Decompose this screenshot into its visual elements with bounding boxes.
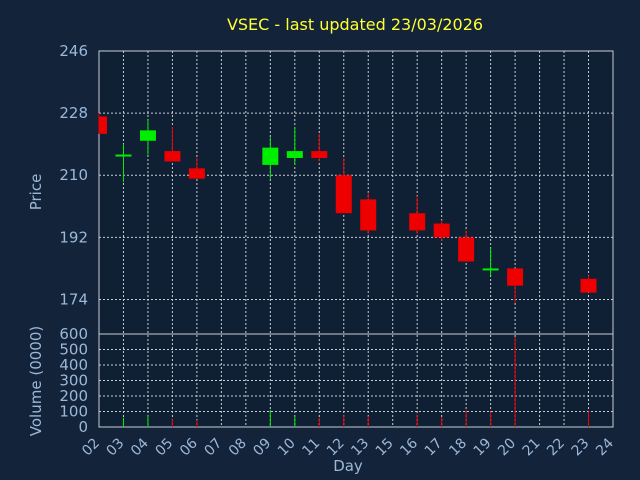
- day-tick-label: 16: [397, 435, 421, 459]
- price-tick-label: 210: [59, 166, 88, 184]
- day-tick-label: 24: [593, 435, 617, 459]
- volume-tick-label: 100: [59, 403, 88, 421]
- volume-tick-label: 0: [78, 418, 88, 436]
- candle: [360, 192, 377, 234]
- day-tick-label: 06: [177, 435, 201, 459]
- price-plot-area: [98, 50, 614, 335]
- volume-tick-label: 500: [59, 341, 88, 359]
- candle: [335, 157, 352, 214]
- candle-body: [139, 130, 156, 141]
- price-axis-label: Price: [27, 174, 45, 211]
- day-tick-label: 10: [275, 435, 299, 459]
- volume-tick-label: 400: [59, 356, 88, 374]
- day-tick-label: 09: [250, 435, 274, 459]
- day-tick-label: 13: [348, 435, 372, 459]
- day-tick-label: 21: [520, 435, 544, 459]
- day-tick-label: 23: [569, 435, 593, 459]
- day-tick-label: 19: [471, 435, 495, 459]
- candle: [580, 275, 597, 293]
- day-tick-label: 20: [495, 435, 519, 459]
- day-tick-label: 05: [153, 435, 177, 459]
- candle: [409, 195, 426, 234]
- candle: [164, 126, 181, 162]
- day-tick-label: 17: [422, 435, 446, 459]
- candle-body: [409, 213, 426, 231]
- day-tick-label: 02: [79, 435, 103, 459]
- candle-body: [311, 151, 328, 158]
- x-axis-label: Day: [333, 457, 363, 475]
- day-tick-label: 04: [128, 435, 152, 459]
- day-tick-label: 08: [226, 435, 250, 459]
- volume-axis-label: Volume (0000): [27, 326, 45, 436]
- day-tick-label: 22: [544, 435, 568, 459]
- candle-body: [482, 268, 499, 271]
- volume-tick-label: 600: [59, 325, 88, 343]
- day-tick-label: 15: [373, 435, 397, 459]
- candle-body: [115, 154, 132, 157]
- candle-body: [360, 199, 377, 231]
- day-tick-label: 03: [104, 435, 128, 459]
- candle-body: [458, 237, 475, 262]
- volume-tick-label: 300: [59, 372, 88, 390]
- candle: [139, 120, 156, 155]
- candle-body: [335, 175, 352, 214]
- day-tick-label: 07: [201, 435, 225, 459]
- chart-title: VSEC - last updated 23/03/2026: [227, 15, 483, 34]
- candle-body: [507, 268, 524, 286]
- price-tick-label: 174: [59, 290, 88, 308]
- x-tick-labels: 02 03 04 05 06 07 08 09 10 11 12 13 15 16 17 18 19 20 21 22…: [79, 435, 617, 459]
- candle: [507, 268, 524, 303]
- candle-body: [188, 168, 205, 179]
- candle-body: [580, 278, 597, 293]
- candle-body: [164, 151, 181, 162]
- day-tick-label: 18: [446, 435, 470, 459]
- volume-bars: [122, 337, 590, 427]
- candle: [98, 113, 107, 134]
- candle: [188, 157, 205, 179]
- day-tick-label: 11: [299, 435, 323, 459]
- candle: [115, 144, 132, 183]
- candle-body: [286, 151, 303, 158]
- candle: [286, 126, 303, 165]
- price-tick-label: 228: [59, 104, 88, 122]
- candle-body: [99, 116, 107, 134]
- price-tick-label: 192: [59, 228, 88, 246]
- candle: [482, 247, 499, 276]
- candle: [311, 133, 328, 162]
- candle-body: [262, 147, 279, 165]
- price-candles: [98, 113, 597, 303]
- candle: [458, 230, 475, 262]
- price-tick-label: 246: [59, 42, 88, 60]
- candle: [262, 137, 279, 179]
- day-tick-label: 12: [324, 435, 348, 459]
- candle: [433, 220, 450, 241]
- candle-body: [433, 223, 450, 238]
- volume-tick-label: 200: [59, 387, 88, 405]
